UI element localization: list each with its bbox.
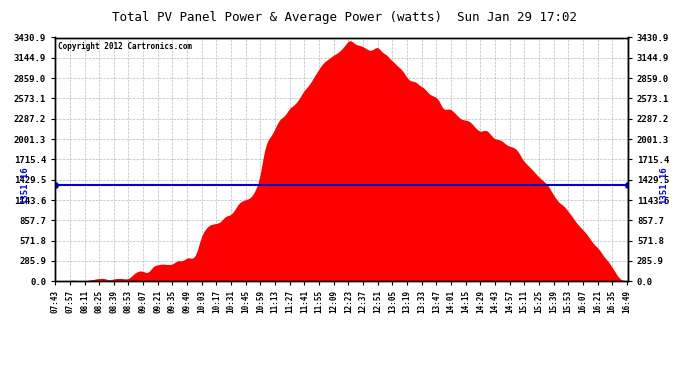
Text: 1351.16: 1351.16 — [660, 166, 669, 204]
Text: Total PV Panel Power & Average Power (watts)  Sun Jan 29 17:02: Total PV Panel Power & Average Power (wa… — [112, 11, 578, 24]
Text: 1351.16: 1351.16 — [21, 166, 30, 204]
Text: Copyright 2012 Cartronics.com: Copyright 2012 Cartronics.com — [58, 42, 193, 51]
